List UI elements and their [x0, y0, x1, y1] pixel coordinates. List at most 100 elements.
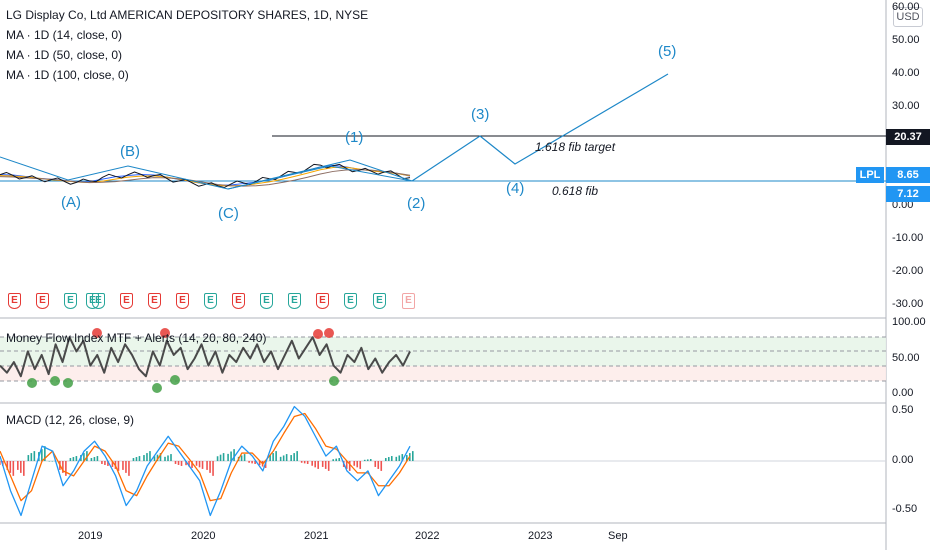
wave-label-c: (C)	[218, 205, 239, 222]
macd-histogram-bar	[135, 457, 138, 461]
macd-histogram-bar	[233, 449, 235, 461]
price-axis-tick: -30.00	[892, 298, 924, 310]
macd-histogram-bar	[317, 461, 319, 469]
macd-histogram-bar	[153, 456, 156, 461]
macd-histogram-bar	[227, 453, 229, 461]
macd-histogram-bar	[72, 457, 75, 461]
macd-histogram-bar	[9, 461, 12, 473]
mfi-series-layer	[0, 328, 411, 393]
mfi-axis-tick: 0.00	[892, 387, 914, 399]
mfi-signal-dot	[152, 383, 162, 393]
macd-histogram-bar	[209, 461, 211, 473]
macd-histogram-bar	[93, 457, 96, 461]
mfi-oversold-band	[0, 366, 886, 381]
macd-axis-tick: 0.50	[892, 404, 914, 416]
earnings-marker[interactable]: E	[92, 293, 105, 309]
macd-histogram-bar	[356, 461, 359, 468]
macd-histogram-bar	[222, 453, 225, 461]
macd-histogram-bar	[30, 453, 33, 461]
price-axis-tick: 40.00	[892, 67, 920, 79]
fib-retrace-label: 0.618 fib	[552, 184, 599, 198]
macd-histogram-bar	[23, 461, 25, 476]
price-axis-tick: 30.00	[892, 100, 920, 112]
macd-histogram-bar	[48, 461, 51, 462]
mfi-signal-dot	[160, 328, 170, 338]
macd-histogram-bar	[159, 453, 162, 461]
wave-abc-1-line	[0, 156, 413, 190]
macd-histogram-bar	[132, 458, 135, 461]
macd-histogram-bar	[338, 458, 341, 461]
earnings-marker[interactable]: E	[176, 293, 189, 309]
price-axis-tick: -10.00	[892, 232, 924, 244]
symbol-tag: LPL	[856, 167, 884, 183]
earnings-marker[interactable]: E	[232, 293, 245, 309]
wave-label-b: (B)	[120, 143, 140, 160]
fib-target-label: 1.618 fib target	[535, 140, 616, 154]
earnings-marker[interactable]: E	[8, 293, 21, 309]
macd-histogram-bar	[272, 453, 274, 461]
earnings-marker[interactable]: E	[344, 293, 357, 309]
price-axis-tick: 50.00	[892, 34, 920, 46]
macd-histogram-bar	[387, 457, 390, 461]
macd-histogram-bar	[206, 461, 208, 470]
mfi-axis-tick: 100.00	[892, 316, 926, 328]
mfi-signal-dot	[170, 375, 180, 385]
macd-histogram-bar	[146, 453, 148, 461]
macd-histogram-bar	[198, 461, 201, 468]
time-tick-sep: Sep	[608, 530, 628, 542]
ma100-line	[0, 169, 411, 187]
macd-histogram-bar	[395, 456, 398, 461]
macd-histogram-bar	[251, 461, 253, 464]
earnings-marker[interactable]: E	[373, 293, 386, 309]
time-tick-2020: 2020	[191, 530, 216, 542]
mfi-signal-dot	[324, 328, 334, 338]
earnings-marker[interactable]: E	[402, 293, 415, 309]
macd-histogram-bar	[51, 461, 54, 462]
macd-histogram-bar	[374, 461, 377, 467]
macd-histogram-bar	[230, 451, 232, 461]
target-price-tag: 20.37	[886, 129, 930, 145]
macd-histogram-bar	[311, 461, 313, 466]
macd-histogram-bar	[279, 456, 282, 461]
macd-histogram-bar	[321, 461, 324, 467]
macd-histogram-bar	[41, 449, 43, 461]
currency-button[interactable]: USD	[893, 7, 923, 27]
macd-histogram-bar	[258, 461, 261, 466]
wave-projection-layer	[0, 73, 669, 190]
fib-price-tag: 7.12	[886, 186, 930, 202]
time-tick-2023: 2023	[528, 530, 553, 542]
earnings-marker[interactable]: E	[148, 293, 161, 309]
macd-histogram-bar	[191, 461, 193, 468]
wave-label-4: (4)	[506, 180, 525, 197]
macd-histogram-bar	[90, 458, 93, 461]
macd-histogram-bar	[117, 461, 120, 471]
macd-histogram-bar	[17, 461, 19, 470]
ma100-legend: MA · 1D (100, close, 0)	[6, 68, 129, 82]
macd-histogram-bar	[240, 455, 243, 461]
macd-histogram-bar	[398, 455, 401, 461]
macd-line	[0, 405, 411, 517]
macd-histogram-bar	[143, 455, 145, 461]
macd-histogram-bar	[216, 456, 219, 461]
mfi-signal-dot	[50, 376, 60, 386]
earnings-marker[interactable]: E	[204, 293, 217, 309]
macd-histogram-bar	[353, 461, 356, 466]
earnings-marker[interactable]: E	[288, 293, 301, 309]
earnings-marker[interactable]: E	[64, 293, 77, 309]
earnings-marker[interactable]: E	[36, 293, 49, 309]
macd-histogram-bar	[62, 461, 64, 473]
price-axis-tick: 0.00	[892, 199, 914, 211]
macd-histogram-bar	[111, 461, 114, 467]
macd-histogram-bar	[335, 458, 338, 461]
macd-histogram-bar	[180, 461, 183, 466]
earnings-marker[interactable]: E	[316, 293, 329, 309]
earnings-marker[interactable]: E	[260, 293, 273, 309]
macd-histogram-bar	[327, 461, 330, 471]
macd-histogram-bar	[306, 461, 309, 464]
macd-histogram-bar	[122, 461, 124, 470]
time-tick-2022: 2022	[415, 530, 440, 542]
macd-histogram-bar	[377, 461, 380, 469]
macd-axis-tick: -0.50	[892, 503, 918, 515]
macd-histogram-bar	[275, 451, 277, 461]
earnings-marker[interactable]: E	[120, 293, 133, 309]
